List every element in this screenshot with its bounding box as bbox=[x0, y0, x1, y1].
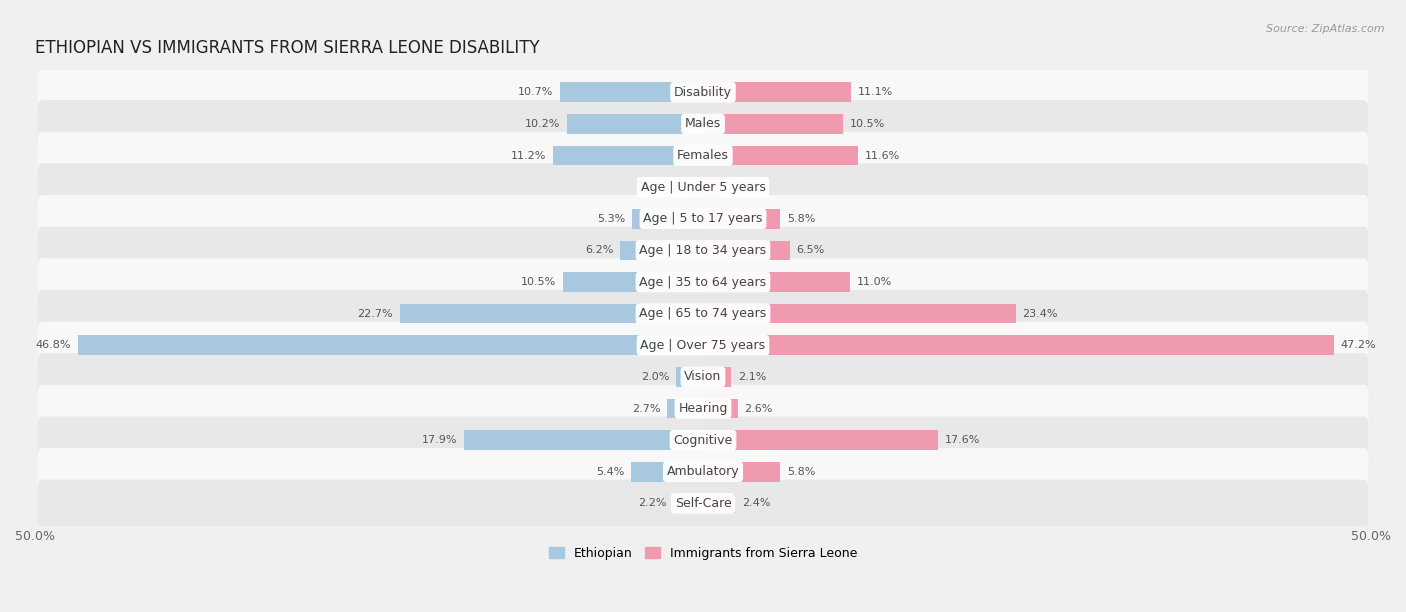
FancyBboxPatch shape bbox=[38, 385, 1368, 432]
Text: 11.0%: 11.0% bbox=[856, 277, 891, 287]
Bar bbox=[567, 114, 703, 133]
Bar bbox=[673, 494, 703, 513]
Text: 2.4%: 2.4% bbox=[742, 498, 770, 509]
Text: Males: Males bbox=[685, 118, 721, 130]
Text: 2.6%: 2.6% bbox=[744, 403, 773, 414]
Text: 17.9%: 17.9% bbox=[422, 435, 457, 445]
Text: 6.2%: 6.2% bbox=[585, 245, 613, 255]
Text: 1.3%: 1.3% bbox=[727, 182, 755, 192]
Text: 46.8%: 46.8% bbox=[35, 340, 72, 350]
Text: 5.3%: 5.3% bbox=[598, 214, 626, 224]
Bar bbox=[554, 146, 703, 165]
Text: 6.5%: 6.5% bbox=[797, 245, 825, 255]
FancyBboxPatch shape bbox=[38, 195, 1368, 242]
Text: Age | Under 5 years: Age | Under 5 years bbox=[641, 181, 765, 193]
FancyBboxPatch shape bbox=[38, 163, 1368, 211]
FancyBboxPatch shape bbox=[38, 132, 1368, 179]
Bar bbox=[631, 462, 703, 482]
Text: 10.2%: 10.2% bbox=[524, 119, 560, 129]
Text: Cognitive: Cognitive bbox=[673, 434, 733, 447]
Bar bbox=[703, 83, 851, 102]
Text: Age | Over 75 years: Age | Over 75 years bbox=[641, 339, 765, 352]
Text: 1.1%: 1.1% bbox=[654, 182, 682, 192]
Text: Hearing: Hearing bbox=[678, 402, 728, 415]
Bar bbox=[703, 272, 851, 292]
Text: 2.2%: 2.2% bbox=[638, 498, 666, 509]
Bar bbox=[703, 430, 938, 450]
Text: Vision: Vision bbox=[685, 370, 721, 383]
Bar bbox=[703, 335, 1334, 355]
Text: 47.2%: 47.2% bbox=[1340, 340, 1376, 350]
Bar bbox=[703, 177, 720, 197]
Text: 17.6%: 17.6% bbox=[945, 435, 980, 445]
Text: 11.6%: 11.6% bbox=[865, 151, 900, 160]
FancyBboxPatch shape bbox=[38, 321, 1368, 369]
FancyBboxPatch shape bbox=[38, 448, 1368, 496]
Bar bbox=[562, 272, 703, 292]
Text: 10.7%: 10.7% bbox=[517, 88, 554, 97]
Bar bbox=[703, 398, 738, 419]
Text: ETHIOPIAN VS IMMIGRANTS FROM SIERRA LEONE DISABILITY: ETHIOPIAN VS IMMIGRANTS FROM SIERRA LEON… bbox=[35, 40, 540, 58]
FancyBboxPatch shape bbox=[38, 100, 1368, 147]
Text: Disability: Disability bbox=[673, 86, 733, 99]
Bar bbox=[399, 304, 703, 324]
Bar bbox=[703, 114, 844, 133]
Text: Age | 65 to 74 years: Age | 65 to 74 years bbox=[640, 307, 766, 320]
Bar bbox=[560, 83, 703, 102]
Bar bbox=[464, 430, 703, 450]
Text: Age | 18 to 34 years: Age | 18 to 34 years bbox=[640, 244, 766, 257]
Text: 2.0%: 2.0% bbox=[641, 372, 669, 382]
FancyBboxPatch shape bbox=[38, 416, 1368, 464]
Text: Source: ZipAtlas.com: Source: ZipAtlas.com bbox=[1267, 24, 1385, 34]
Text: Ambulatory: Ambulatory bbox=[666, 465, 740, 478]
Text: 23.4%: 23.4% bbox=[1022, 308, 1057, 319]
Text: 11.2%: 11.2% bbox=[512, 151, 547, 160]
Bar bbox=[703, 146, 858, 165]
FancyBboxPatch shape bbox=[38, 290, 1368, 337]
Text: Females: Females bbox=[678, 149, 728, 162]
Text: Age | 5 to 17 years: Age | 5 to 17 years bbox=[644, 212, 762, 225]
Bar bbox=[676, 367, 703, 387]
Bar bbox=[703, 209, 780, 228]
Bar bbox=[633, 209, 703, 228]
Bar bbox=[689, 177, 703, 197]
Text: 5.4%: 5.4% bbox=[596, 467, 624, 477]
FancyBboxPatch shape bbox=[38, 226, 1368, 274]
FancyBboxPatch shape bbox=[38, 69, 1368, 116]
Text: 2.7%: 2.7% bbox=[631, 403, 661, 414]
Bar bbox=[666, 398, 703, 419]
Text: 11.1%: 11.1% bbox=[858, 88, 893, 97]
Bar bbox=[77, 335, 703, 355]
Text: 5.8%: 5.8% bbox=[787, 467, 815, 477]
Text: 10.5%: 10.5% bbox=[851, 119, 886, 129]
FancyBboxPatch shape bbox=[38, 353, 1368, 401]
Bar bbox=[703, 367, 731, 387]
Text: 5.8%: 5.8% bbox=[787, 214, 815, 224]
Legend: Ethiopian, Immigrants from Sierra Leone: Ethiopian, Immigrants from Sierra Leone bbox=[544, 542, 862, 565]
Text: Self-Care: Self-Care bbox=[675, 497, 731, 510]
Bar bbox=[703, 462, 780, 482]
Text: 2.1%: 2.1% bbox=[738, 372, 766, 382]
Bar bbox=[703, 494, 735, 513]
Text: 10.5%: 10.5% bbox=[520, 277, 555, 287]
Text: Age | 35 to 64 years: Age | 35 to 64 years bbox=[640, 275, 766, 288]
FancyBboxPatch shape bbox=[38, 258, 1368, 306]
Bar bbox=[703, 241, 790, 260]
Bar bbox=[620, 241, 703, 260]
Bar bbox=[703, 304, 1015, 324]
Text: 22.7%: 22.7% bbox=[357, 308, 394, 319]
FancyBboxPatch shape bbox=[38, 480, 1368, 527]
